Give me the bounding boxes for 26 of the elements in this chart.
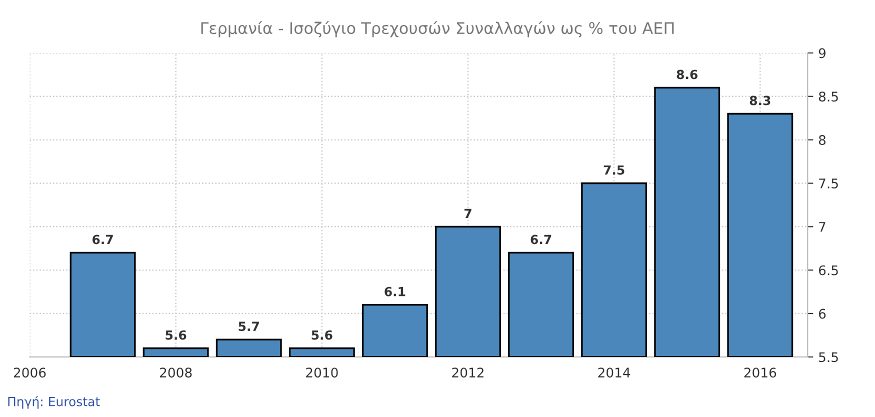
y-tick-label: 7.5	[819, 178, 838, 188]
data-label: 8.6	[676, 70, 698, 80]
x-tick-label: 2006	[14, 368, 46, 378]
text: Πηγή: Eurostat	[8, 396, 100, 409]
data-label: 5.6	[166, 330, 186, 340]
x-tick-label: 2008	[160, 368, 192, 378]
data-label: 8.3	[750, 96, 770, 106]
x-tick-label: 2012	[452, 368, 484, 378]
data-label: 7	[464, 208, 472, 218]
data-label: 5.7	[238, 322, 259, 332]
x-tick-label: 2016	[744, 368, 776, 378]
y-tick-label: 9	[818, 48, 826, 58]
data-label: 5.6	[312, 330, 332, 340]
x-tick-label: 2014	[598, 368, 630, 378]
data-label: 6.7	[92, 234, 113, 244]
data-label: 7.5	[604, 165, 624, 175]
y-tick-label: 8.5	[818, 92, 838, 102]
y-tick-label: 5.5	[819, 352, 838, 362]
y-tick-label: 6.5	[818, 265, 838, 276]
y-tick-label: 6	[818, 308, 826, 319]
chart-title: Γερμανία - Ισοζύγιο Τρεχουσών Συναλλαγών ως % του ΑΕΠ	[201, 21, 674, 38]
y-tick-label: 8	[818, 135, 826, 146]
data-label: 6.1	[384, 286, 406, 296]
y-tick-label: 7	[819, 222, 826, 232]
x-tick-label: 2010	[306, 368, 338, 378]
data-label: 6.7	[530, 234, 552, 244]
